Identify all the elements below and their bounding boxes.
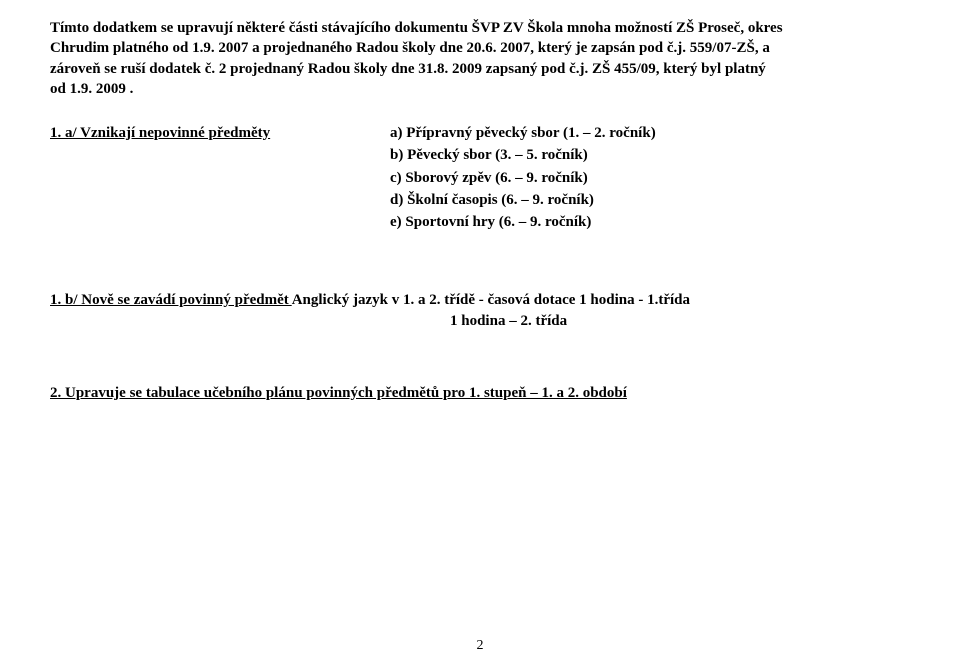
list-item-e: e) Sportovní hry (6. – 9. ročník) [390,212,656,232]
section-2-text: 2. Upravuje se tabulace učebního plánu p… [50,385,627,401]
list-item-b: b) Pěvecký sbor (3. – 5. ročník) [390,145,656,165]
section-1a-row: 1. a/ Vznikají nepovinné předměty a) Pří… [50,123,910,234]
section-2: 2. Upravuje se tabulace učebního plánu p… [50,383,910,403]
section-1b: 1. b/ Nově se zavádí povinný předmět Ang… [50,290,910,331]
page-number: 2 [0,637,960,656]
section-1a-heading: 1. a/ Vznikají nepovinné předměty [50,125,270,141]
section-1b-underlined: 1. b/ Nově se zavádí povinný předmět [50,292,292,308]
list-item-c: c) Sborový zpěv (6. – 9. ročník) [390,168,656,188]
section-1a-list: a) Přípravný pěvecký sbor (1. – 2. roční… [390,123,656,234]
intro-line-4: od 1.9. 2009 . [50,81,133,97]
intro-paragraph: Tímto dodatkem se upravují některé části… [50,18,910,99]
spacer-1 [50,234,910,290]
intro-line-3: zároveň se ruší dodatek č. 2 projednaný … [50,61,766,77]
list-item-d: d) Školní časopis (6. – 9. ročník) [390,190,656,210]
section-1b-rest: Anglický jazyk v 1. a 2. třídě - časová … [292,292,690,308]
intro-line-2: Chrudim platného od 1.9. 2007 a projedna… [50,40,770,56]
section-1a-heading-col: 1. a/ Vznikají nepovinné předměty [50,123,390,234]
section-1b-line2-wrap: 1 hodina – 2. třída [50,311,910,331]
intro-line-1: Tímto dodatkem se upravují některé části… [50,20,783,36]
list-item-a: a) Přípravný pěvecký sbor (1. – 2. roční… [390,123,656,143]
section-1b-line2: 1 hodina – 2. třída [450,313,567,329]
document-page: Tímto dodatkem se upravují některé části… [0,0,960,666]
